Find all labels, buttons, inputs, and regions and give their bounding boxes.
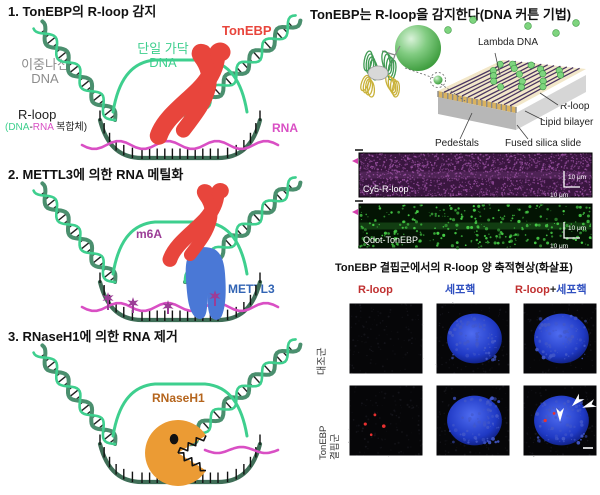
svg-text:Qdot-TonEBP: Qdot-TonEBP (363, 235, 418, 245)
svg-text:10 μm: 10 μm (568, 225, 586, 232)
svg-text:10 μm: 10 μm (568, 174, 586, 181)
svg-text:10 μm: 10 μm (550, 243, 568, 250)
svg-text:10 μm: 10 μm (550, 192, 568, 199)
svg-text:Cy5-R-loop: Cy5-R-loop (363, 184, 409, 194)
